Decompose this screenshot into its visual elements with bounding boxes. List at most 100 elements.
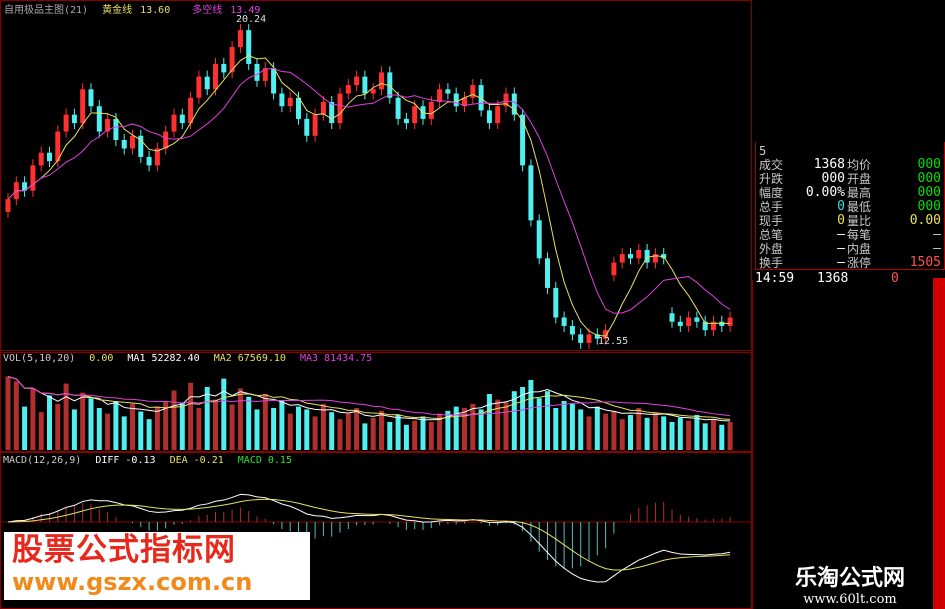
volume-bar [113, 401, 119, 450]
quote-label: 涨停 [847, 256, 872, 270]
tick-row: 14:59 1368 0 [755, 272, 945, 286]
candle-body [337, 93, 343, 124]
dea-line [7, 498, 731, 571]
volume-bar [30, 388, 36, 450]
volume-bar [337, 419, 343, 450]
gold-line [7, 54, 731, 337]
volume-bar [486, 394, 492, 450]
candle-body [545, 258, 550, 288]
quote-row: 现手 0 量比 0.00 [759, 214, 945, 229]
quote-row: 升跌 000 开盘 000 [759, 171, 945, 187]
volume-bar [312, 416, 318, 450]
volume-bar [354, 408, 360, 450]
volume-bar [296, 406, 301, 450]
volume-bar [163, 401, 169, 450]
volume-bar [379, 410, 384, 450]
scrollbar[interactable] [933, 278, 945, 609]
candle-body [138, 135, 144, 157]
quote-label: 最低 [847, 200, 872, 214]
candle-body [428, 101, 434, 119]
candle-body [453, 93, 459, 107]
vol-ma1-line [7, 376, 731, 422]
quote-label: 外盘 [759, 242, 784, 256]
quote-row: 成交 1368 均价 000 [759, 158, 945, 173]
quote-label: 升跌 [759, 172, 784, 186]
volume-bar [287, 413, 293, 450]
volume-bar [5, 376, 11, 450]
quote-label: 幅度 [759, 186, 784, 200]
volume-bar [154, 406, 160, 450]
quote-label: 均价 [847, 158, 872, 172]
volume-bar [636, 408, 642, 450]
indicator-title: 自用极品主图(21) [4, 5, 89, 16]
candle-body [279, 93, 285, 107]
quote-value: — [933, 227, 941, 242]
volume-bar [569, 403, 575, 450]
volume-bar [453, 406, 459, 450]
candle-body [213, 63, 218, 90]
candle-body [586, 334, 592, 343]
candle-body [246, 30, 252, 64]
panel-tab[interactable]: 5 [759, 144, 767, 158]
quote-value: 000 [917, 171, 941, 186]
candle-body [503, 93, 509, 107]
vol-ma2-line [7, 376, 731, 420]
volume-bar [47, 395, 52, 450]
volume-bar [395, 415, 401, 450]
volume-bar [221, 378, 227, 450]
candle-body [80, 89, 86, 124]
candle-body [254, 63, 260, 81]
candle-body [196, 76, 202, 98]
volume-bar [96, 408, 102, 450]
candle-body [694, 317, 700, 322]
dea-value: DEA -0.21 [169, 455, 224, 466]
candle-body [188, 97, 194, 124]
low-annotation: 12.55 [598, 336, 629, 347]
candle-body [55, 131, 61, 162]
candle-body [370, 89, 376, 94]
candle-body [96, 106, 102, 132]
vol-ma3: MA3 81434.75 [299, 353, 373, 364]
volume-bar [254, 409, 260, 450]
watermark-right-title: 乐淘公式网 [794, 566, 905, 591]
watermark-left-title: 股票公式指标网 [12, 532, 236, 568]
volume-bar [511, 391, 517, 450]
candle-body [669, 313, 675, 322]
volume-bar [586, 416, 592, 450]
main-chart-header: 自用极品主图(21) 黄金线 13.60 多空线 13.49 [4, 1, 276, 16]
candle-body [677, 321, 683, 326]
candle-body [536, 220, 542, 259]
quote-label: 总手 [759, 200, 784, 214]
quote-label: 现手 [759, 214, 784, 228]
candle-body [130, 135, 135, 149]
volume-bar [561, 401, 567, 450]
candle-body [478, 85, 484, 111]
candle-body [320, 101, 326, 115]
volume-bar [669, 422, 675, 450]
quote-value: 0 [837, 199, 845, 214]
volume-bar [644, 417, 650, 450]
volume-bar [437, 413, 443, 450]
quote-value: 000 [917, 199, 941, 214]
candle-body [528, 165, 534, 221]
quote-value: — [837, 255, 845, 270]
volume-bar [578, 409, 584, 450]
vol-label: VOL(5,10,20) [3, 353, 76, 364]
candle-body [5, 199, 11, 212]
quote-row: 外盘 — 内盘 — [759, 242, 945, 257]
watermark-left-url: www.gszx.com.cn [12, 568, 253, 596]
watermark-right-url: www.60lt.com [803, 592, 897, 607]
candle-body [702, 321, 708, 331]
quote-value: 000 [917, 185, 941, 200]
candle-body [113, 118, 119, 141]
quote-label: 量比 [847, 214, 872, 228]
volume-bar [387, 422, 393, 450]
quote-panel: 5 成交 1368 均价 000 升跌 000 开盘 000 幅度 0.00% 最高 000 总手 0 最低… [755, 142, 945, 342]
quote-label: 总笔 [759, 228, 784, 242]
volume-bar [719, 424, 725, 450]
volume-bar [146, 419, 152, 450]
candle-body [603, 330, 609, 339]
watermark-left: 股票公式指标网 www.gszx.com.cn [4, 532, 310, 600]
volume-bar [304, 409, 310, 450]
gold-line-value: 13.60 [140, 5, 171, 16]
